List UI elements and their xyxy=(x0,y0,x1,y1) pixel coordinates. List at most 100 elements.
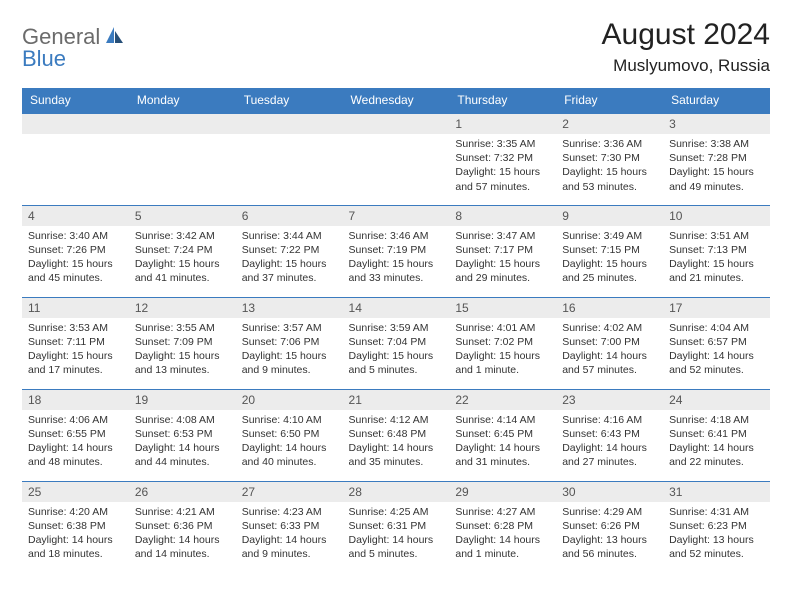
day-number xyxy=(22,114,129,134)
sunrise-text: Sunrise: 4:29 AM xyxy=(562,505,657,519)
sunset-text: Sunset: 7:24 PM xyxy=(135,243,230,257)
daylight-text: Daylight: 14 hours and 9 minutes. xyxy=(242,533,337,561)
daylight-text: Daylight: 15 hours and 41 minutes. xyxy=(135,257,230,285)
sunrise-text: Sunrise: 3:46 AM xyxy=(349,229,444,243)
sunset-text: Sunset: 6:38 PM xyxy=(28,519,123,533)
day-details: Sunrise: 4:23 AMSunset: 6:33 PMDaylight:… xyxy=(236,502,343,568)
daylight-text: Daylight: 14 hours and 44 minutes. xyxy=(135,441,230,469)
sunset-text: Sunset: 7:26 PM xyxy=(28,243,123,257)
title-block: August 2024 Muslyumovo, Russia xyxy=(602,18,770,76)
sunset-text: Sunset: 7:28 PM xyxy=(669,151,764,165)
calendar-cell: 1Sunrise: 3:35 AMSunset: 7:32 PMDaylight… xyxy=(449,113,556,205)
day-number: 18 xyxy=(22,390,129,410)
daylight-text: Daylight: 15 hours and 33 minutes. xyxy=(349,257,444,285)
month-title: August 2024 xyxy=(602,18,770,52)
day-details: Sunrise: 4:16 AMSunset: 6:43 PMDaylight:… xyxy=(556,410,663,476)
daylight-text: Daylight: 14 hours and 18 minutes. xyxy=(28,533,123,561)
day-details: Sunrise: 3:47 AMSunset: 7:17 PMDaylight:… xyxy=(449,226,556,292)
day-number: 6 xyxy=(236,206,343,226)
day-number: 12 xyxy=(129,298,236,318)
day-number: 21 xyxy=(343,390,450,410)
day-number: 19 xyxy=(129,390,236,410)
day-details: Sunrise: 4:29 AMSunset: 6:26 PMDaylight:… xyxy=(556,502,663,568)
sunrise-text: Sunrise: 3:59 AM xyxy=(349,321,444,335)
day-number: 5 xyxy=(129,206,236,226)
day-details: Sunrise: 4:31 AMSunset: 6:23 PMDaylight:… xyxy=(663,502,770,568)
day-number: 22 xyxy=(449,390,556,410)
sunset-text: Sunset: 7:00 PM xyxy=(562,335,657,349)
day-details: Sunrise: 3:35 AMSunset: 7:32 PMDaylight:… xyxy=(449,134,556,200)
day-details: Sunrise: 3:38 AMSunset: 7:28 PMDaylight:… xyxy=(663,134,770,200)
daylight-text: Daylight: 15 hours and 9 minutes. xyxy=(242,349,337,377)
day-details: Sunrise: 3:40 AMSunset: 7:26 PMDaylight:… xyxy=(22,226,129,292)
day-details: Sunrise: 4:25 AMSunset: 6:31 PMDaylight:… xyxy=(343,502,450,568)
sunrise-text: Sunrise: 3:44 AM xyxy=(242,229,337,243)
calendar-cell: 2Sunrise: 3:36 AMSunset: 7:30 PMDaylight… xyxy=(556,113,663,205)
sunrise-text: Sunrise: 3:49 AM xyxy=(562,229,657,243)
sunset-text: Sunset: 7:30 PM xyxy=(562,151,657,165)
day-number: 8 xyxy=(449,206,556,226)
sunset-text: Sunset: 7:19 PM xyxy=(349,243,444,257)
day-number: 26 xyxy=(129,482,236,502)
daylight-text: Daylight: 14 hours and 5 minutes. xyxy=(349,533,444,561)
day-number: 4 xyxy=(22,206,129,226)
sunset-text: Sunset: 6:23 PM xyxy=(669,519,764,533)
dayname-wed: Wednesday xyxy=(343,88,450,113)
calendar-cell: 13Sunrise: 3:57 AMSunset: 7:06 PMDayligh… xyxy=(236,297,343,389)
sunset-text: Sunset: 6:41 PM xyxy=(669,427,764,441)
sunset-text: Sunset: 6:28 PM xyxy=(455,519,550,533)
dayname-fri: Friday xyxy=(556,88,663,113)
calendar-cell: 11Sunrise: 3:53 AMSunset: 7:11 PMDayligh… xyxy=(22,297,129,389)
day-details: Sunrise: 3:51 AMSunset: 7:13 PMDaylight:… xyxy=(663,226,770,292)
sunrise-text: Sunrise: 4:20 AM xyxy=(28,505,123,519)
sunrise-text: Sunrise: 3:42 AM xyxy=(135,229,230,243)
calendar-cell: 4Sunrise: 3:40 AMSunset: 7:26 PMDaylight… xyxy=(22,205,129,297)
day-details: Sunrise: 4:27 AMSunset: 6:28 PMDaylight:… xyxy=(449,502,556,568)
sunset-text: Sunset: 6:33 PM xyxy=(242,519,337,533)
day-number: 11 xyxy=(22,298,129,318)
day-number: 1 xyxy=(449,114,556,134)
daylight-text: Daylight: 15 hours and 57 minutes. xyxy=(455,165,550,193)
daylight-text: Daylight: 15 hours and 45 minutes. xyxy=(28,257,123,285)
daylight-text: Daylight: 13 hours and 56 minutes. xyxy=(562,533,657,561)
header: General August 2024 Muslyumovo, Russia xyxy=(22,18,770,76)
daylight-text: Daylight: 14 hours and 57 minutes. xyxy=(562,349,657,377)
calendar-cell: 16Sunrise: 4:02 AMSunset: 7:00 PMDayligh… xyxy=(556,297,663,389)
day-details: Sunrise: 3:59 AMSunset: 7:04 PMDaylight:… xyxy=(343,318,450,384)
calendar-cell: 21Sunrise: 4:12 AMSunset: 6:48 PMDayligh… xyxy=(343,389,450,481)
sunset-text: Sunset: 6:45 PM xyxy=(455,427,550,441)
day-details: Sunrise: 4:12 AMSunset: 6:48 PMDaylight:… xyxy=(343,410,450,476)
calendar-cell xyxy=(129,113,236,205)
calendar-row: 1Sunrise: 3:35 AMSunset: 7:32 PMDaylight… xyxy=(22,113,770,205)
calendar-cell: 6Sunrise: 3:44 AMSunset: 7:22 PMDaylight… xyxy=(236,205,343,297)
daylight-text: Daylight: 15 hours and 49 minutes. xyxy=(669,165,764,193)
day-details: Sunrise: 4:21 AMSunset: 6:36 PMDaylight:… xyxy=(129,502,236,568)
sunset-text: Sunset: 7:15 PM xyxy=(562,243,657,257)
sunrise-text: Sunrise: 4:10 AM xyxy=(242,413,337,427)
day-number xyxy=(129,114,236,134)
sunset-text: Sunset: 6:48 PM xyxy=(349,427,444,441)
daylight-text: Daylight: 15 hours and 1 minute. xyxy=(455,349,550,377)
daylight-text: Daylight: 14 hours and 27 minutes. xyxy=(562,441,657,469)
logo-sail-icon xyxy=(104,25,126,50)
sunrise-text: Sunrise: 3:38 AM xyxy=(669,137,764,151)
sunrise-text: Sunrise: 3:57 AM xyxy=(242,321,337,335)
daylight-text: Daylight: 14 hours and 14 minutes. xyxy=(135,533,230,561)
calendar-body: 1Sunrise: 3:35 AMSunset: 7:32 PMDaylight… xyxy=(22,113,770,573)
sunrise-text: Sunrise: 4:06 AM xyxy=(28,413,123,427)
sunrise-text: Sunrise: 4:08 AM xyxy=(135,413,230,427)
day-number: 7 xyxy=(343,206,450,226)
sunset-text: Sunset: 7:09 PM xyxy=(135,335,230,349)
sunset-text: Sunset: 7:32 PM xyxy=(455,151,550,165)
sunrise-text: Sunrise: 4:23 AM xyxy=(242,505,337,519)
calendar-cell: 20Sunrise: 4:10 AMSunset: 6:50 PMDayligh… xyxy=(236,389,343,481)
day-details: Sunrise: 4:14 AMSunset: 6:45 PMDaylight:… xyxy=(449,410,556,476)
day-number: 28 xyxy=(343,482,450,502)
day-number: 10 xyxy=(663,206,770,226)
sunrise-text: Sunrise: 4:04 AM xyxy=(669,321,764,335)
day-number: 9 xyxy=(556,206,663,226)
calendar-row: 4Sunrise: 3:40 AMSunset: 7:26 PMDaylight… xyxy=(22,205,770,297)
daylight-text: Daylight: 14 hours and 35 minutes. xyxy=(349,441,444,469)
day-number: 31 xyxy=(663,482,770,502)
day-details: Sunrise: 4:04 AMSunset: 6:57 PMDaylight:… xyxy=(663,318,770,384)
